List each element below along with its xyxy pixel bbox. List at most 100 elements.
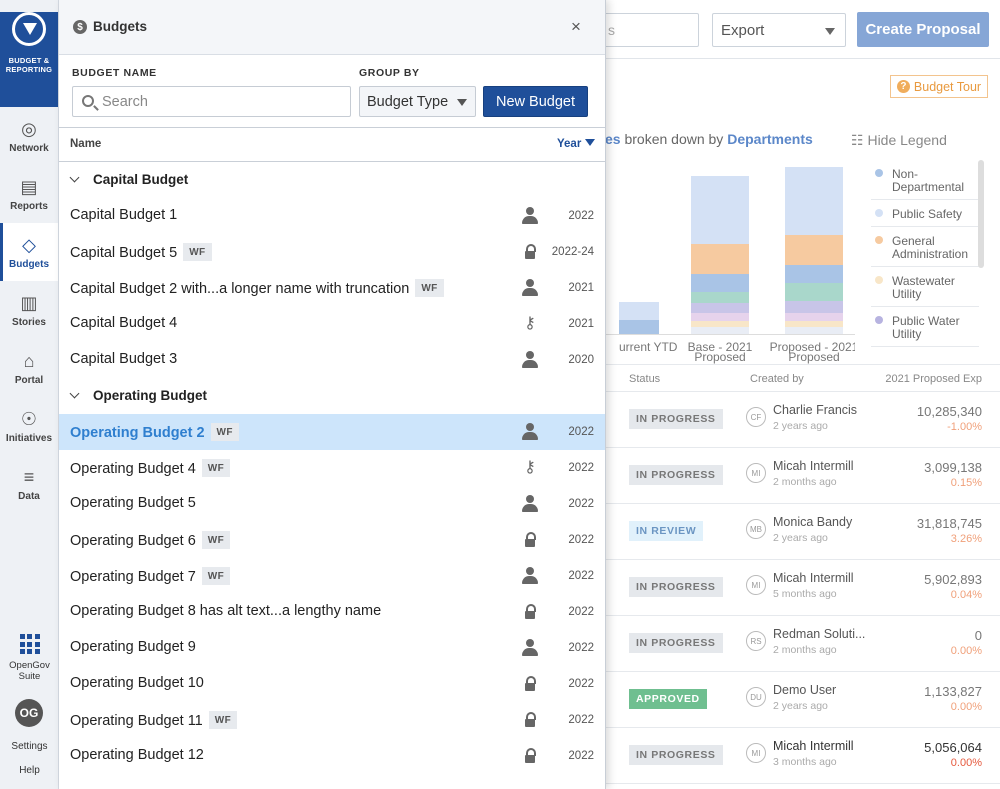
bar-segment[interactable]: [691, 244, 749, 274]
budget-name-text: Operating Budget 8 has alt text...a leng…: [70, 603, 382, 619]
new-budget-button[interactable]: New Budget: [483, 86, 588, 117]
settings-link[interactable]: Settings: [11, 741, 48, 752]
budget-name: Operating Budget 6 WF: [70, 531, 231, 549]
col-year-sort[interactable]: Year: [557, 138, 596, 150]
budget-row[interactable]: Operating Budget 9 2022: [59, 630, 605, 666]
group-operating-budget[interactable]: Operating Budget: [59, 378, 605, 414]
percent-change: -1.00%: [947, 421, 982, 433]
bar-segment[interactable]: [785, 327, 843, 334]
budget-row[interactable]: Capital Budget 3 2020: [59, 342, 605, 378]
bar-segment[interactable]: [691, 274, 749, 292]
close-icon[interactable]: ×: [571, 17, 581, 36]
user-icon: [521, 495, 539, 513]
bar-segment[interactable]: [785, 167, 843, 235]
page-search-input[interactable]: s: [599, 13, 699, 47]
budget-row[interactable]: Operating Budget 11 WF 2022: [59, 702, 605, 738]
budget-row[interactable]: Operating Budget 4 WF ⚷ 2022: [59, 450, 605, 486]
proposal-row[interactable]: IN PROGRESS MI Micah Intermill 3 months ago…: [605, 728, 1000, 784]
legend-swatch: [875, 209, 883, 217]
col-created-by[interactable]: Created by: [750, 373, 804, 385]
group-capital-budget[interactable]: Capital Budget: [59, 162, 605, 198]
legend-item[interactable]: Public Water Utility: [871, 315, 979, 347]
proposal-row[interactable]: IN PROGRESS RS Redman Soluti... 2 months ag…: [605, 616, 1000, 672]
help-link[interactable]: Help: [19, 765, 40, 776]
hide-legend-label: Hide Legend: [867, 132, 947, 148]
bar-segment[interactable]: [785, 283, 843, 301]
budget-name: Operating Budget 7 WF: [70, 567, 231, 585]
rail-item-stories[interactable]: ▥ Stories: [0, 281, 58, 339]
budget-row[interactable]: Operating Budget 8 has alt text...a leng…: [59, 594, 605, 630]
create-proposal-button[interactable]: Create Proposal: [857, 12, 989, 47]
user-icon: [521, 351, 539, 369]
legend-item[interactable]: General Administration: [871, 235, 979, 267]
legend-item[interactable]: Public Safety: [871, 208, 979, 227]
bar-segment[interactable]: [785, 321, 843, 327]
budget-year: 2020: [568, 354, 594, 366]
bar-segment[interactable]: [619, 320, 659, 334]
workflow-badge: WF: [210, 423, 239, 441]
chart-legend: Non-Departmental Public Safety General Adm…: [871, 168, 991, 355]
col-name[interactable]: Name: [70, 138, 102, 150]
export-select[interactable]: Export: [712, 13, 846, 47]
bar-segment[interactable]: [785, 265, 843, 283]
status-badge: IN PROGRESS: [629, 409, 723, 429]
stories-icon: ▥: [20, 292, 38, 313]
creator-name: Demo User: [773, 683, 837, 697]
budget-search-input[interactable]: [102, 91, 342, 113]
budget-search[interactable]: [72, 86, 351, 117]
chart-dimension-link[interactable]: Departments: [727, 131, 813, 147]
proposal-row[interactable]: IN PROGRESS MI Micah Intermill 2 months ago…: [605, 448, 1000, 504]
status-badge: IN REVIEW: [629, 521, 704, 541]
budget-row[interactable]: Operating Budget 2 WF 2022: [59, 414, 605, 450]
budget-year: 2022: [568, 462, 594, 474]
key-icon: ⚷: [524, 315, 536, 332]
proposal-row[interactable]: IN REVIEW MB Monica Bandy 2 years ago 31,818…: [605, 504, 1000, 560]
opengov-suite-button[interactable]: OpenGov Suite: [0, 628, 59, 682]
budget-year: 2022: [568, 642, 594, 654]
col-amount[interactable]: 2021 Proposed Exp: [885, 373, 982, 385]
bar-segment[interactable]: [619, 302, 659, 320]
bar-segment[interactable]: [785, 235, 843, 265]
budget-name: Operating Budget 11 WF: [70, 711, 238, 729]
bar-segment[interactable]: [785, 313, 843, 321]
bar-segment[interactable]: [691, 313, 749, 321]
budget-name-text: Capital Budget 3: [70, 351, 178, 367]
budget-list-header: Name Year: [59, 127, 605, 162]
rail-item-portal[interactable]: ⌂ Portal: [0, 339, 58, 397]
created-time: 3 months ago: [773, 756, 837, 768]
app-brand[interactable]: BUDGET & REPORTING: [0, 12, 58, 107]
group-by-select[interactable]: Budget Type: [359, 86, 476, 117]
budget-row[interactable]: Capital Budget 1 2022: [59, 198, 605, 234]
rail-item-reports[interactable]: ▤ Reports: [0, 165, 58, 223]
proposal-row[interactable]: IN PROGRESS MI Micah Intermill 5 months ago…: [605, 560, 1000, 616]
budget-row[interactable]: Operating Budget 10 2022: [59, 666, 605, 702]
proposal-row[interactable]: APPROVED DU Demo User 2 years ago 1,133,827 0…: [605, 672, 1000, 728]
budget-row[interactable]: Capital Budget 5 WF 2022-24: [59, 234, 605, 270]
bar-segment[interactable]: [691, 176, 749, 244]
bar-segment[interactable]: [691, 303, 749, 313]
bar-segment[interactable]: [691, 321, 749, 327]
legend-item[interactable]: Non-Departmental: [871, 168, 979, 200]
user-avatar[interactable]: OG: [15, 699, 43, 727]
col-status[interactable]: Status: [629, 373, 661, 385]
legend-scrollbar[interactable]: [978, 160, 984, 268]
proposal-row[interactable]: IN PROGRESS CF Charlie Francis 2 years ago 1…: [605, 392, 1000, 448]
rail-item-network[interactable]: ◎ Network: [0, 107, 58, 165]
budget-tour-button[interactable]: ? Budget Tour: [890, 75, 988, 98]
bar-segment[interactable]: [785, 301, 843, 313]
budget-row[interactable]: Capital Budget 4 ⚷ 2021: [59, 306, 605, 342]
rail-item-initiatives[interactable]: ☉ Initiatives: [0, 397, 58, 455]
bar-segment[interactable]: [691, 327, 749, 334]
rail-item-data[interactable]: ≡ Data: [0, 455, 58, 513]
legend-item[interactable]: Wastewater Utility: [871, 275, 979, 307]
budget-row[interactable]: Operating Budget 6 WF 2022: [59, 522, 605, 558]
creator-avatar: RS: [746, 631, 766, 651]
budget-row[interactable]: Capital Budget 2 with...a longer name wi…: [59, 270, 605, 306]
budget-row[interactable]: Operating Budget 12 2022: [59, 738, 605, 774]
bar-segment[interactable]: [691, 292, 749, 303]
hide-legend-toggle[interactable]: ☷ Hide Legend: [851, 132, 947, 149]
budget-row[interactable]: Operating Budget 7 WF 2022: [59, 558, 605, 594]
rail-item-budgets[interactable]: ◇ Budgets: [0, 223, 58, 281]
budget-row[interactable]: Operating Budget 5 2022: [59, 486, 605, 522]
